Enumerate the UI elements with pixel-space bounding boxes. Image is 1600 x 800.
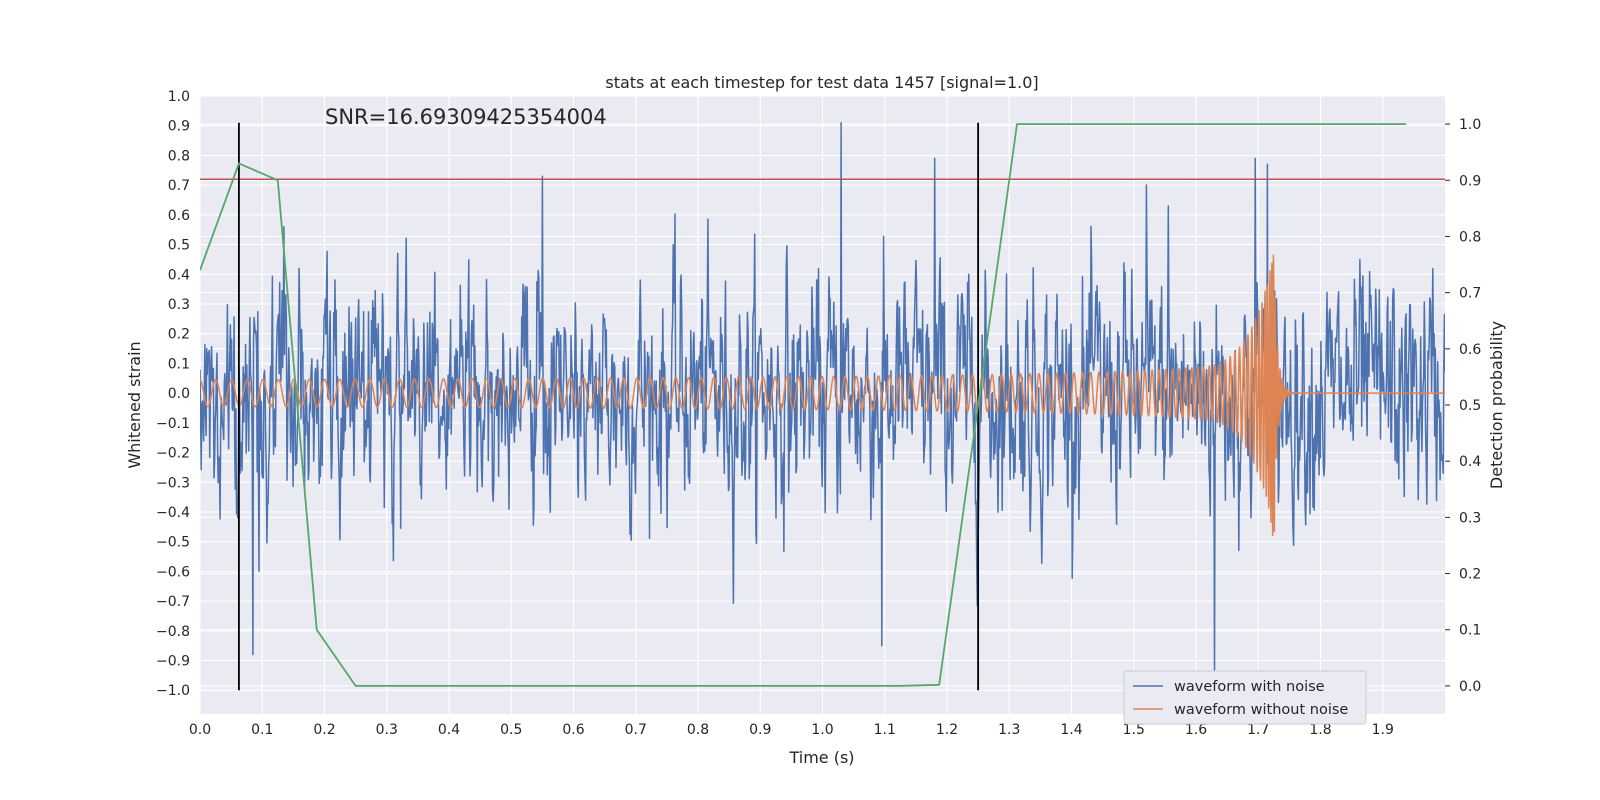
y-tick-label: 0.5: [168, 238, 190, 254]
x-tick-label: 1.6: [1185, 722, 1207, 738]
x-tick-label: 1.0: [811, 722, 833, 738]
y2-tick-label: 0.0: [1459, 679, 1481, 695]
x-tick-label: 0.6: [562, 722, 584, 738]
y2-tick-label: 0.2: [1459, 567, 1481, 583]
series-line-waveform-without-noise: [200, 254, 1445, 537]
legend-label-noise: waveform with noise: [1174, 679, 1325, 695]
chart-title: stats at each timestep for test data 145…: [605, 73, 1038, 92]
y-tick-label: −0.8: [156, 624, 190, 640]
y2-axis-label: Detection probability: [1487, 321, 1506, 489]
y-tick-label: −0.4: [156, 505, 190, 521]
x-tick-label: 1.1: [874, 722, 896, 738]
x-tick-label: 0.3: [376, 722, 398, 738]
x-tick-label: 0.8: [687, 722, 709, 738]
y-tick-label: −0.3: [156, 475, 190, 491]
x-tick-label: 1.8: [1309, 722, 1331, 738]
x-tick-label: 1.4: [1060, 722, 1082, 738]
x-tick-label: 1.7: [1247, 722, 1269, 738]
x-tick-label: 0.7: [625, 722, 647, 738]
y-tick-label: −0.2: [156, 446, 190, 462]
y-tick-label: 0.0: [168, 386, 190, 402]
snr-annotation: SNR=16.69309425354004: [325, 105, 607, 129]
series-line-waveform-with-noise: [200, 121, 1445, 680]
series-line-detection-probability: [200, 123, 1407, 687]
y-tick-label: 0.8: [168, 148, 190, 164]
y-tick-label: 0.1: [168, 356, 190, 372]
y-tick-label: 0.9: [168, 119, 190, 135]
y2-tick-label: 0.4: [1459, 454, 1481, 470]
y-tick-label: −0.5: [156, 535, 190, 551]
y-tick-label: 0.7: [168, 178, 190, 194]
y2-tick-label: 0.6: [1459, 342, 1481, 358]
legend-box: [1123, 670, 1367, 725]
y2-tick-label: 0.3: [1459, 510, 1481, 526]
y-tick-label: 0.2: [168, 327, 190, 343]
y-tick-label: −0.6: [156, 564, 190, 580]
y-tick-label: −0.1: [156, 416, 190, 432]
y-axis-label: Whitened strain: [125, 341, 144, 468]
y-tick-label: 0.6: [168, 208, 190, 224]
x-axis-label: Time (s): [788, 748, 854, 767]
y-tick-label: 0.3: [168, 297, 190, 313]
legend: waveform with noise waveform without noi…: [1123, 670, 1367, 725]
y2-tick-label: 1.0: [1459, 117, 1481, 133]
x-tick-label: 1.3: [998, 722, 1020, 738]
x-tick-label: 0.1: [251, 722, 273, 738]
legend-label-clean: waveform without noise: [1174, 702, 1348, 718]
x-tick-label: 0.4: [438, 722, 460, 738]
y-tick-label: 1.0: [168, 89, 190, 105]
x-tick-label: 0.9: [749, 722, 771, 738]
y2-tick-label: 0.7: [1459, 286, 1481, 302]
y2-tick-label: 0.5: [1459, 398, 1481, 414]
y2-tick-label: 0.1: [1459, 623, 1481, 639]
x-tick-label: 1.2: [936, 722, 958, 738]
x-tick-label: 1.9: [1372, 722, 1394, 738]
y-tick-label: −0.9: [156, 654, 190, 670]
y-tick-label: −0.7: [156, 594, 190, 610]
x-tick-label: 1.5: [1123, 722, 1145, 738]
series-layer: [200, 121, 1445, 691]
y-tick-label: 0.4: [168, 267, 190, 283]
x-tick-label: 0.2: [313, 722, 335, 738]
x-tick-label: 0.0: [189, 722, 211, 738]
tick-labels: 0.0 0.1 0.2 0.3 0.4 0.5 0.6 0.7 0.8 0.9 1.0 1.1 1.2 1…: [156, 89, 1481, 738]
y2-tick-label: 0.9: [1459, 173, 1481, 189]
y2-tick-label: 0.8: [1459, 229, 1481, 245]
y-tick-label: −1.0: [156, 683, 190, 699]
x-tick-label: 0.5: [500, 722, 522, 738]
